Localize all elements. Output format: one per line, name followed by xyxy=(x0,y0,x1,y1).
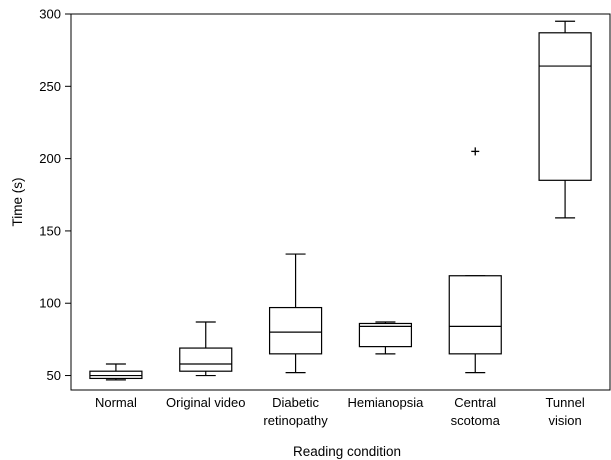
outlier-point xyxy=(471,147,480,156)
y-tick-label: 150 xyxy=(39,223,61,238)
box-3 xyxy=(268,253,323,374)
x-category-label: Normal xyxy=(95,395,137,410)
box-2 xyxy=(179,321,233,377)
y-tick-label: 300 xyxy=(39,7,61,22)
box-5 xyxy=(448,147,502,374)
x-category-label: Original video xyxy=(166,395,246,410)
x-category-label: Hemianopsia xyxy=(347,395,424,410)
box-series xyxy=(89,20,592,381)
iqr-box xyxy=(448,275,502,355)
y-tick-label: 250 xyxy=(39,79,61,94)
box-6 xyxy=(538,20,592,219)
iqr-box xyxy=(268,306,323,355)
x-category-label: Tunnel vision xyxy=(545,395,584,428)
y-tick-label: 100 xyxy=(39,296,61,311)
plot-frame xyxy=(70,13,611,391)
axes: 50 100 150 200 250 300 Normal Original video Dia… xyxy=(39,7,611,428)
y-tick-label: 200 xyxy=(39,151,61,166)
iqr-box xyxy=(89,370,143,380)
iqr-box xyxy=(179,347,233,372)
iqr-box xyxy=(358,322,413,348)
y-axis-title: Time (s) xyxy=(10,178,25,227)
x-axis-title: Reading condition xyxy=(293,444,401,459)
x-category-label: Diabetic retinopathy xyxy=(263,395,328,428)
y-tick-label: 50 xyxy=(47,368,61,383)
box-4 xyxy=(358,321,413,355)
x-category-label: Central scotoma xyxy=(451,395,501,428)
iqr-box xyxy=(538,32,592,181)
box-1 xyxy=(89,363,143,381)
